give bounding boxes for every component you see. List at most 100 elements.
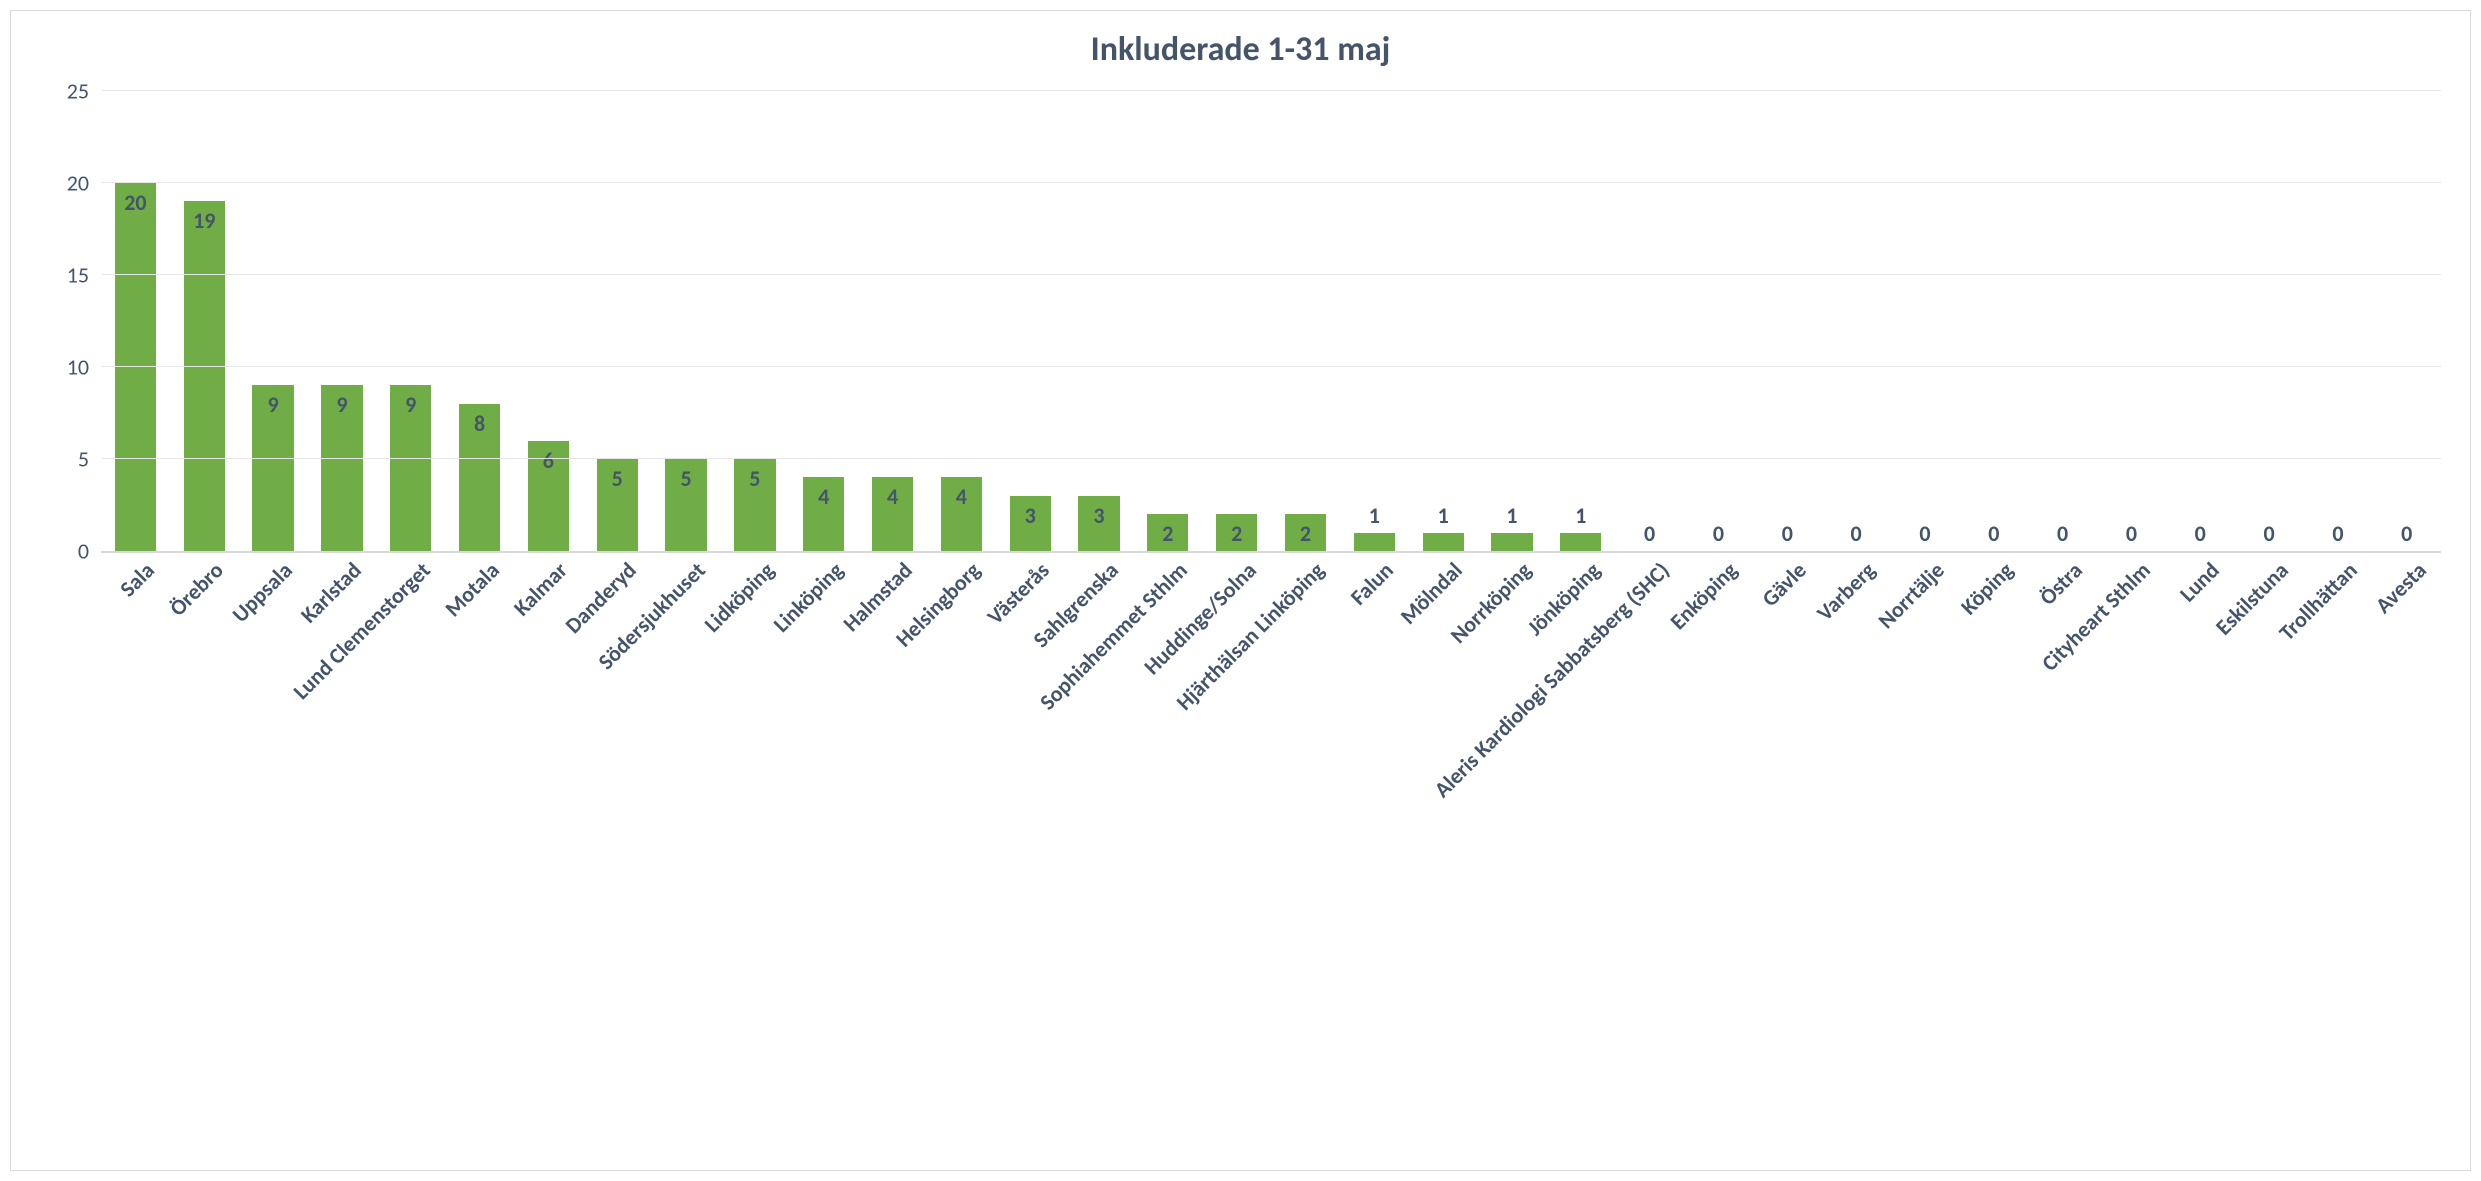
bar: 3 — [1010, 496, 1051, 551]
bar-value-label: 1 — [1423, 502, 1464, 533]
bar: 9 — [252, 385, 293, 551]
bar: 9 — [321, 385, 362, 551]
bar-slot: 0Östra — [2028, 91, 2097, 551]
bar-slot: 0Gävle — [1753, 91, 1822, 551]
bar-slot: 4Helsingborg — [927, 91, 996, 551]
bar: 2 — [1147, 514, 1188, 551]
bar: 4 — [872, 477, 913, 551]
bar: 8 — [459, 404, 500, 551]
bar-slot: 0Varberg — [1822, 91, 1891, 551]
gridline — [101, 90, 2441, 91]
bar-slot: 9Lund Clemenstorget — [376, 91, 445, 551]
y-tick-label: 25 — [67, 78, 101, 105]
chart-title: Inkluderade 1-31 maj — [11, 29, 2470, 70]
bar-slot: 5Danderyd — [583, 91, 652, 551]
bar-slot: 0Norrtälje — [1891, 91, 1960, 551]
bar-value-label: 0 — [1973, 520, 2014, 551]
bar-slot: 9Uppsala — [239, 91, 308, 551]
bar-slot: 6Kalmar — [514, 91, 583, 551]
bar-slot: 8Motala — [445, 91, 514, 551]
bar-value-label: 2 — [1147, 520, 1188, 547]
x-tick-label: Uppsala — [221, 551, 298, 628]
bar-value-label: 0 — [2386, 520, 2427, 551]
bar-slot: 0Eskilstuna — [2235, 91, 2304, 551]
bar-slot: 19Örebro — [170, 91, 239, 551]
bar-slot: 4Linköping — [789, 91, 858, 551]
x-tick-label: Motala — [433, 551, 504, 622]
bars-container: 20Sala19Örebro9Uppsala9Karlstad9Lund Cle… — [101, 91, 2441, 551]
bar-slot: 9Karlstad — [307, 91, 376, 551]
bar-slot: 5Södersjukhuset — [652, 91, 721, 551]
bar-slot: 4Halmstad — [858, 91, 927, 551]
bar-value-label: 0 — [2042, 520, 2083, 551]
bar-slot: 0Lund — [2166, 91, 2235, 551]
x-tick-label: Avesta — [2364, 551, 2432, 619]
x-tick-label: Enköping — [1659, 551, 1743, 635]
bar-slot: 1Mölndal — [1409, 91, 1478, 551]
plot-area: 20Sala19Örebro9Uppsala9Karlstad9Lund Cle… — [101, 91, 2441, 553]
bar-value-label: 9 — [252, 391, 293, 418]
bar-value-label: 0 — [1767, 520, 1808, 551]
gridline — [101, 366, 2441, 367]
bar: 5 — [597, 459, 638, 551]
y-tick-label: 5 — [78, 446, 101, 473]
bar-slot: 0Enköping — [1684, 91, 1753, 551]
bar-value-label: 5 — [665, 465, 706, 492]
bar-value-label: 4 — [872, 483, 913, 510]
bar-value-label: 1 — [1354, 502, 1395, 533]
bar: 4 — [803, 477, 844, 551]
bar-value-label: 4 — [803, 483, 844, 510]
bar: 9 — [390, 385, 431, 551]
bar-slot: 2Huddinge/Solna — [1202, 91, 1271, 551]
bar: 1 — [1354, 533, 1395, 551]
bar: 4 — [941, 477, 982, 551]
bar-value-label: 0 — [1835, 520, 1876, 551]
bar-slot: 0Trollhättan — [2304, 91, 2373, 551]
x-tick-label: Örebro — [158, 551, 229, 622]
bar-slot: 0Aleris Kardiologi Sabbatsberg (SHC) — [1615, 91, 1684, 551]
bar-slot: 20Sala — [101, 91, 170, 551]
bar: 5 — [665, 459, 706, 551]
y-tick-label: 10 — [67, 354, 101, 381]
bar-value-label: 2 — [1285, 520, 1326, 547]
x-tick-label: Falun — [1339, 551, 1399, 611]
bar: 1 — [1423, 533, 1464, 551]
x-tick-label: Gävle — [1751, 551, 1812, 612]
bar: 2 — [1285, 514, 1326, 551]
x-tick-label: Linköping — [762, 551, 849, 638]
bar-slot: 0Köping — [1959, 91, 2028, 551]
bar-value-label: 2 — [1216, 520, 1257, 547]
bar-value-label: 6 — [528, 447, 569, 474]
bar-slot: 2Hjärthälsan Linköping — [1271, 91, 1340, 551]
bar-slot: 1Falun — [1340, 91, 1409, 551]
y-tick-label: 0 — [78, 538, 101, 565]
bar-value-label: 0 — [2111, 520, 2152, 551]
x-tick-label: Lund — [2169, 551, 2225, 607]
bar: 1 — [1491, 533, 1532, 551]
bar: 3 — [1078, 496, 1119, 551]
bar-value-label: 9 — [390, 391, 431, 418]
gridline — [101, 274, 2441, 275]
bar: 19 — [184, 201, 225, 551]
bar-value-label: 0 — [2317, 520, 2358, 551]
bar-slot: 5Lidköping — [720, 91, 789, 551]
bar-value-label: 8 — [459, 410, 500, 437]
bar-value-label: 4 — [941, 483, 982, 510]
bar-value-label: 3 — [1078, 502, 1119, 529]
bar-value-label: 9 — [321, 391, 362, 418]
bar-value-label: 0 — [1629, 520, 1670, 551]
y-tick-label: 20 — [67, 170, 101, 197]
bar-value-label: 19 — [184, 207, 225, 234]
bar-value-label: 1 — [1491, 502, 1532, 533]
x-tick-label: Köping — [1949, 551, 2018, 620]
x-tick-label: Sala — [109, 551, 160, 602]
bar: 5 — [734, 459, 775, 551]
bar-slot: 0Cityheart Sthlm — [2097, 91, 2166, 551]
bar: 20 — [115, 183, 156, 551]
x-tick-label: Varberg — [1806, 551, 1881, 626]
bar-slot: 2Sophiahemmet Sthlm — [1133, 91, 1202, 551]
y-tick-label: 15 — [67, 262, 101, 289]
bar-value-label: 5 — [597, 465, 638, 492]
gridline — [101, 458, 2441, 459]
bar-slot: 3Sahlgrenska — [1065, 91, 1134, 551]
